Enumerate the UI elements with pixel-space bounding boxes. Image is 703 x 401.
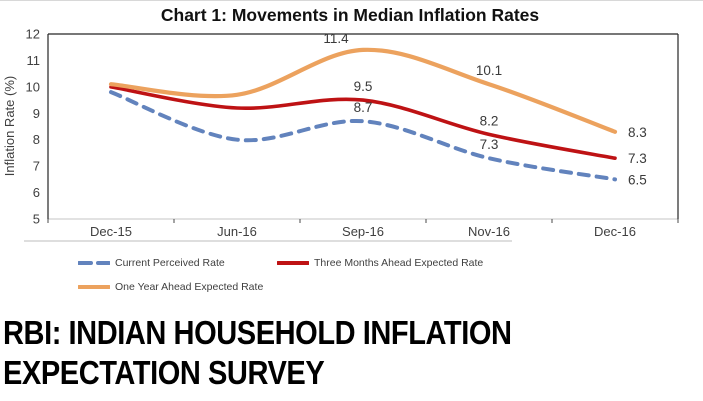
y-tick-label: 9	[33, 106, 40, 121]
point-label: 7.3	[628, 151, 647, 166]
legend-marker-solid-line-icon	[277, 261, 309, 265]
y-tick-label: 6	[33, 185, 40, 200]
y-tick-label: 8	[33, 132, 40, 147]
legend-item-one-year: One Year Ahead Expected Rate	[78, 281, 263, 293]
series-line-1	[109, 85, 617, 160]
series-line-2	[108, 47, 618, 134]
x-tick-label: Dec-16	[594, 224, 636, 239]
y-tick-label: 10	[26, 79, 40, 94]
legend-marker-dashed-line-icon	[78, 261, 110, 265]
survey-heading-line2: EXPECTATION SURVEY	[3, 354, 325, 391]
point-label: 7.3	[480, 137, 499, 152]
legend-label-current-perceived: Current Perceived Rate	[115, 257, 225, 269]
chart-title: Chart 1: Movements in Median Inflation R…	[160, 5, 540, 25]
point-label: 6.5	[628, 172, 647, 187]
chart-generated-layer: 5 6 7 8 9 10 11 12 Dec-15 Jun-16 Sep-16 Nov-16 Dec-1…	[24, 27, 679, 242]
y-tick-label: 5	[33, 212, 40, 227]
legend-label-one-year: One Year Ahead Expected Rate	[115, 281, 264, 293]
x-tick-label: Dec-15	[90, 224, 132, 239]
point-label: 8.3	[628, 125, 647, 140]
point-label: 8.7	[354, 100, 373, 115]
y-axis-title: Inflation Rate (%)	[2, 76, 17, 176]
x-tick-label: Nov-16	[468, 224, 510, 239]
x-tick-label: Sep-16	[342, 224, 384, 239]
legend-item-current-perceived: Current Perceived Rate	[78, 257, 225, 269]
x-tick-label: Jun-16	[217, 224, 257, 239]
y-tick-label: 12	[26, 27, 40, 42]
legend-marker-solid-line-icon	[78, 285, 110, 289]
legend-label-three-months: Three Months Ahead Expected Rate	[314, 257, 484, 269]
survey-heading-line1: RBI: INDIAN HOUSEHOLD INFLATION	[3, 314, 512, 351]
point-label: 8.2	[480, 113, 499, 128]
point-label: 9.5	[354, 79, 373, 94]
series-line-0	[109, 90, 617, 182]
point-label: 11.4	[323, 31, 349, 46]
legend-item-three-months: Three Months Ahead Expected Rate	[277, 257, 483, 269]
y-tick-label: 7	[33, 159, 40, 174]
point-label: 10.1	[476, 63, 502, 78]
inflation-line-chart: 5 6 7 8 9 10 11 12 Dec-15 Jun-16 Sep-16 Nov-16 Dec-1…	[2, 27, 679, 242]
y-tick-label: 11	[27, 53, 41, 68]
survey-heading: RBI: INDIAN HOUSEHOLD INFLATION EXPECTAT…	[3, 313, 512, 393]
